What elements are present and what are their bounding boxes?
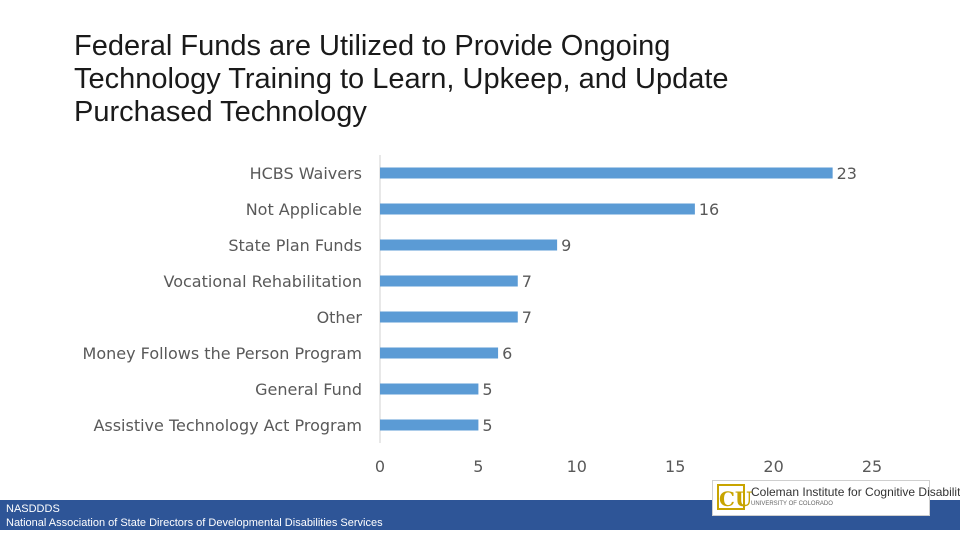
data-label: 7 [522, 272, 532, 291]
bar [380, 167, 833, 179]
x-tick-label: 5 [473, 457, 483, 476]
category-label: Money Follows the Person Program [83, 344, 362, 363]
data-label: 9 [561, 236, 571, 255]
data-label: 16 [699, 200, 719, 219]
data-label: 23 [837, 164, 857, 183]
category-label: Not Applicable [246, 200, 362, 219]
bar [380, 239, 558, 251]
bar [380, 347, 499, 359]
category-label: HCBS Waivers [250, 164, 362, 183]
bar [380, 203, 695, 215]
x-tick-label: 10 [567, 457, 587, 476]
category-label: General Fund [255, 380, 362, 399]
x-tick-label: 20 [763, 457, 783, 476]
coleman-institute-logo: CU Coleman Institute for Cognitive Disab… [712, 480, 960, 516]
bar [380, 383, 479, 395]
x-tick-label: 0 [375, 457, 385, 476]
footer-text: NASDDDS National Association of State Di… [6, 502, 383, 530]
logo-subtitle: UNIVERSITY OF COLORADO [751, 501, 833, 507]
title-line-1: Federal Funds are Utilized to Provide On… [74, 30, 671, 62]
footer-org-abbrev: NASDDDS [6, 503, 60, 515]
category-label: State Plan Funds [228, 236, 362, 255]
category-label: Other [317, 308, 363, 327]
bar [380, 419, 479, 431]
data-label: 6 [502, 344, 512, 363]
title-line-3: Purchased Technology [74, 96, 367, 128]
data-label: 5 [482, 416, 492, 435]
x-tick-label: 25 [862, 457, 882, 476]
category-label: Assistive Technology Act Program [93, 416, 362, 435]
logo-name: Coleman Institute for Cognitive Disabili… [751, 485, 960, 499]
page-title: Federal Funds are Utilized to Provide On… [74, 30, 894, 129]
data-label: 5 [482, 380, 492, 399]
bar [380, 275, 518, 287]
category-label: Vocational Rehabilitation [164, 272, 362, 291]
x-tick-label: 15 [665, 457, 685, 476]
footer-org-name: National Association of State Directors … [6, 517, 383, 529]
cu-logo-icon: CU [717, 484, 752, 511]
title-line-2: Technology Training to Learn, Upkeep, an… [74, 63, 729, 95]
data-label: 7 [522, 308, 532, 327]
bar [380, 311, 518, 323]
